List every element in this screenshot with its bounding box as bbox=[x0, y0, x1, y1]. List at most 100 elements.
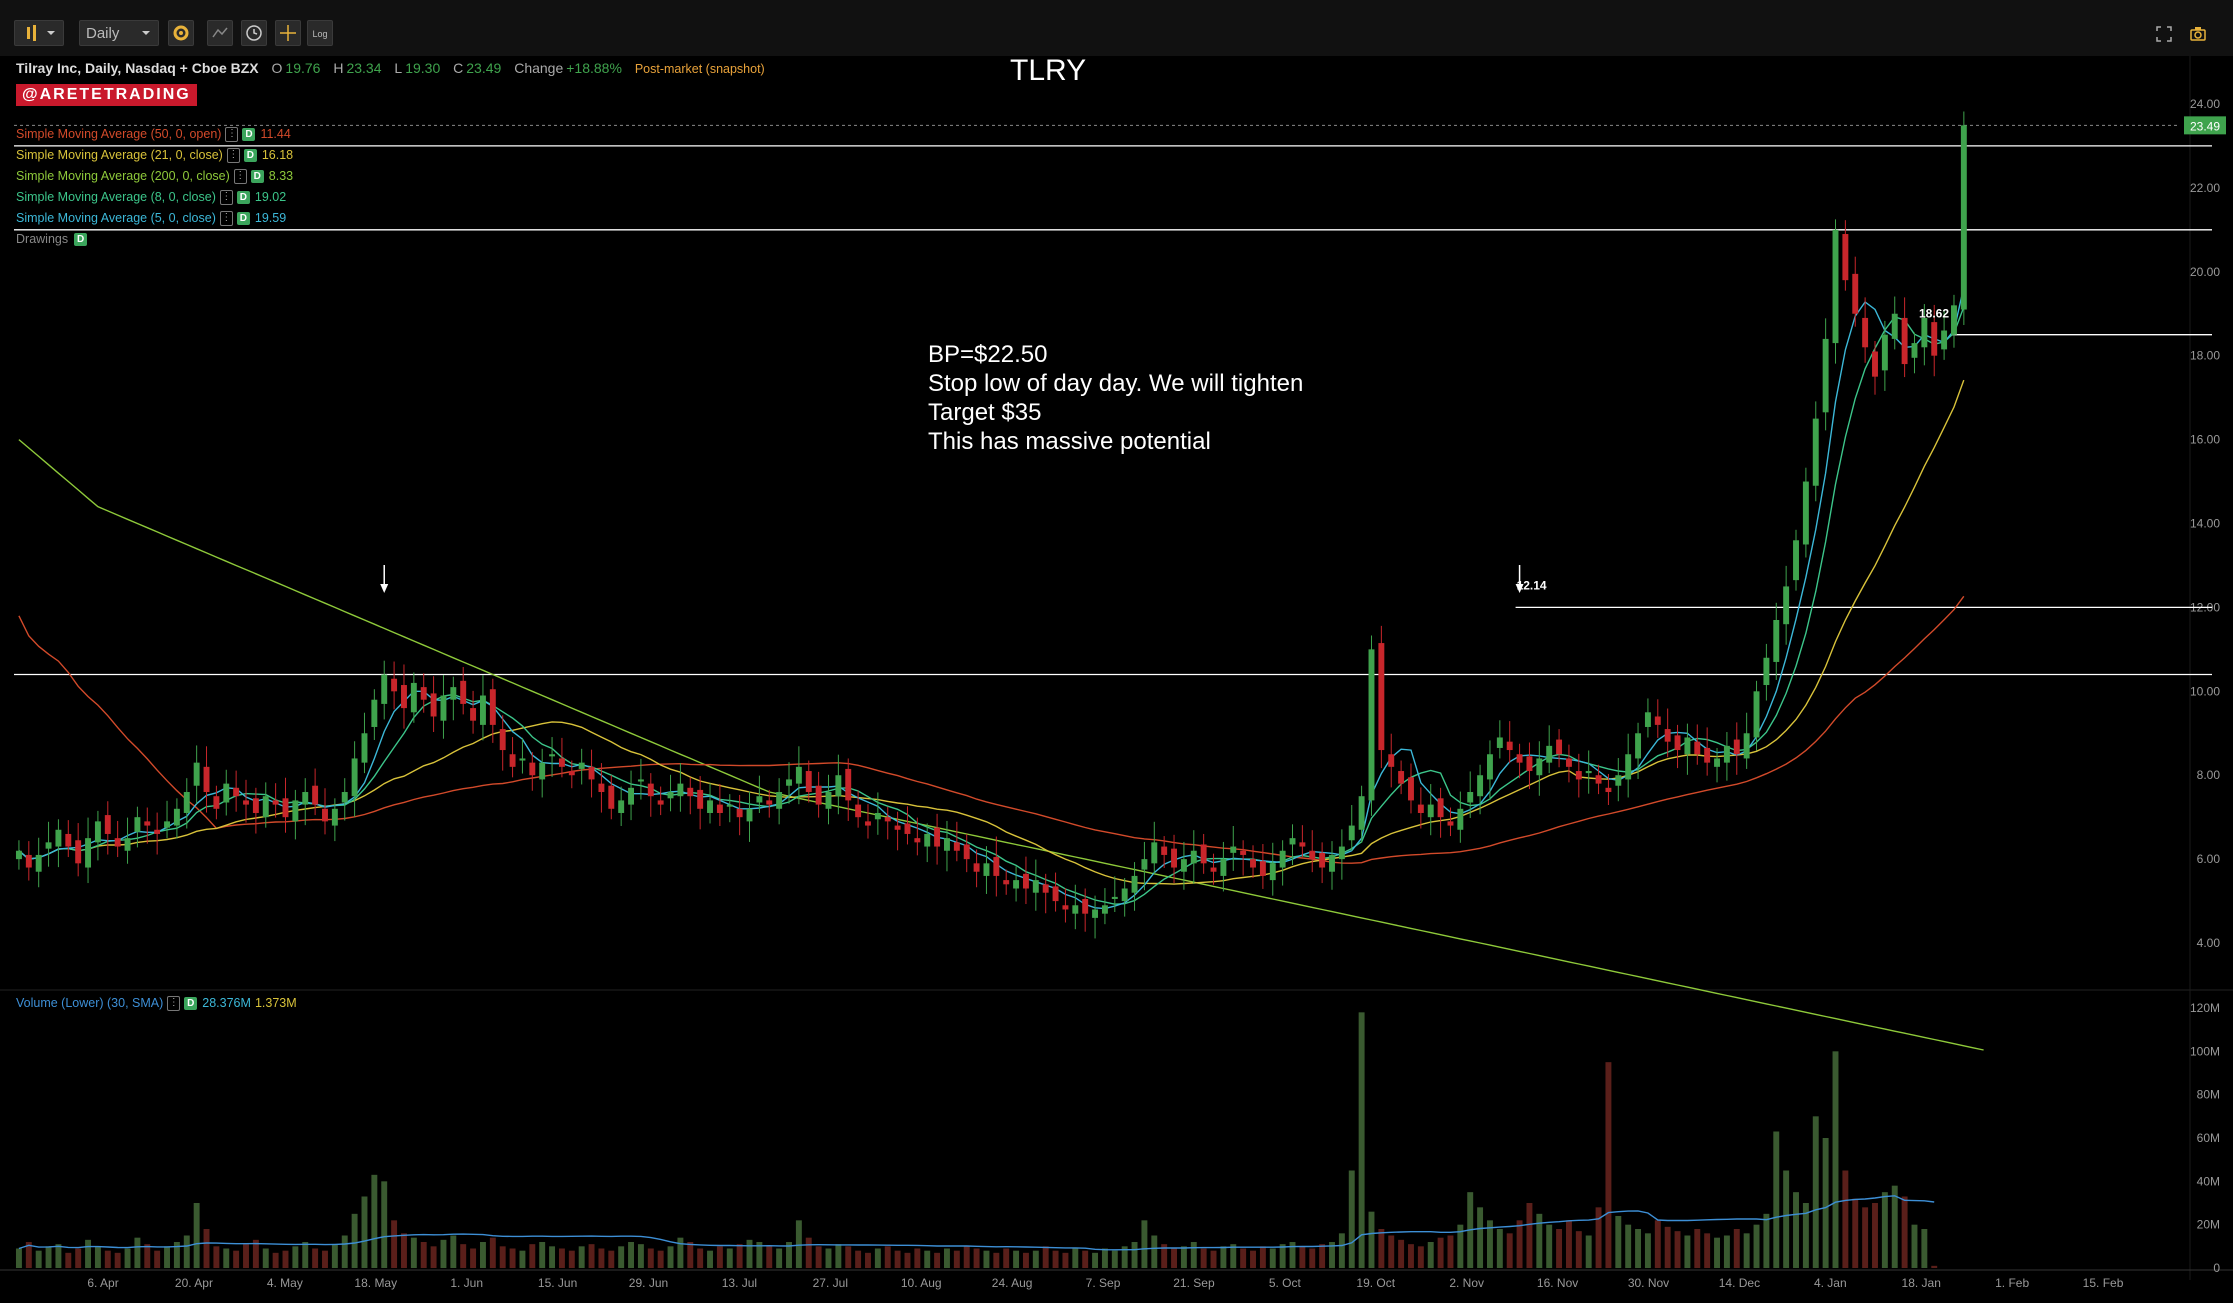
candle bbox=[756, 796, 763, 803]
d-badge[interactable]: D bbox=[236, 191, 250, 205]
study-legend-item[interactable]: Simple Moving Average (21, 0, close) ⋮ D 16… bbox=[16, 147, 293, 164]
study-legend-item[interactable]: Simple Moving Average (200, 0, close) ⋮ D 8… bbox=[16, 168, 293, 185]
more-icon[interactable]: ⋮ bbox=[219, 190, 233, 206]
chart-style-dropdown[interactable] bbox=[14, 20, 64, 46]
volume-bar bbox=[1852, 1198, 1859, 1268]
candle bbox=[519, 758, 526, 761]
candle bbox=[1368, 649, 1375, 801]
camera-icon[interactable] bbox=[2188, 24, 2208, 44]
volume-bar bbox=[233, 1250, 240, 1268]
volume-bar bbox=[707, 1250, 713, 1268]
volume-bar bbox=[835, 1244, 842, 1268]
candle bbox=[509, 754, 516, 767]
volume-tick-label: 20M bbox=[2197, 1218, 2220, 1232]
volume-bar bbox=[618, 1246, 625, 1268]
candle bbox=[233, 787, 240, 797]
level-annotation: 18.62 bbox=[1919, 307, 1949, 321]
study-legend-item[interactable]: Simple Moving Average (8, 0, close) ⋮ D 19.… bbox=[16, 189, 286, 206]
study-label: Drawings bbox=[16, 232, 69, 246]
d-badge[interactable]: D bbox=[236, 212, 250, 226]
candle bbox=[341, 792, 348, 803]
crosshair-button[interactable] bbox=[275, 20, 301, 46]
volume-bar bbox=[1358, 1012, 1365, 1268]
volume-bar bbox=[440, 1239, 447, 1268]
drawings-legend-item[interactable]: Drawings D bbox=[16, 231, 92, 248]
high-label: H bbox=[333, 60, 344, 76]
candle bbox=[647, 783, 654, 797]
candle bbox=[1516, 754, 1523, 763]
candle bbox=[1180, 859, 1187, 872]
indicator-button[interactable] bbox=[207, 20, 233, 46]
volume-bar bbox=[914, 1248, 921, 1268]
candle bbox=[1704, 747, 1711, 763]
candle bbox=[1032, 880, 1039, 893]
volume-bar bbox=[1348, 1170, 1355, 1268]
candle bbox=[1348, 825, 1355, 841]
x-tick-label: 10. Aug bbox=[901, 1276, 942, 1290]
volume-bar bbox=[716, 1246, 723, 1268]
candle bbox=[1358, 796, 1365, 830]
volume-bar bbox=[549, 1246, 556, 1268]
volume-bar bbox=[351, 1213, 358, 1268]
candle bbox=[1250, 859, 1256, 868]
candle bbox=[1822, 338, 1829, 413]
candle bbox=[312, 785, 319, 805]
candle bbox=[262, 796, 269, 818]
low-label: L bbox=[394, 60, 403, 76]
more-icon[interactable]: ⋮ bbox=[225, 127, 239, 143]
volume-bar bbox=[243, 1244, 249, 1268]
volume-bar bbox=[1575, 1231, 1582, 1268]
volume-bar bbox=[75, 1248, 82, 1268]
candle bbox=[1486, 754, 1493, 780]
gear-icon bbox=[173, 25, 189, 41]
candle bbox=[1447, 821, 1454, 826]
time-button[interactable] bbox=[241, 20, 267, 46]
d-badge[interactable]: D bbox=[74, 233, 88, 247]
volume-bar bbox=[677, 1237, 684, 1268]
candle bbox=[628, 787, 635, 805]
more-icon[interactable]: ⋮ bbox=[219, 211, 233, 227]
log-scale-button[interactable]: Log bbox=[307, 20, 333, 46]
candle bbox=[1457, 808, 1464, 830]
volume-bar bbox=[1605, 1062, 1612, 1268]
candle bbox=[568, 771, 575, 776]
settings-button[interactable] bbox=[168, 20, 194, 46]
volume-bar bbox=[479, 1242, 486, 1268]
candle bbox=[1773, 619, 1780, 662]
more-icon[interactable]: ⋮ bbox=[233, 169, 247, 185]
study-legend-item[interactable]: Simple Moving Average (5, 0, close) ⋮ D 19.… bbox=[16, 210, 286, 227]
candle bbox=[272, 800, 279, 805]
volume-bar bbox=[1082, 1250, 1089, 1268]
interval-select[interactable]: Daily bbox=[79, 20, 159, 46]
volume-bar bbox=[1408, 1244, 1414, 1268]
volume-bar bbox=[568, 1250, 575, 1268]
d-badge[interactable]: D bbox=[184, 997, 198, 1011]
study-legend-item[interactable]: Simple Moving Average (50, 0, open) ⋮ D 11.… bbox=[16, 126, 291, 143]
more-icon[interactable]: ⋮ bbox=[226, 148, 240, 164]
candle bbox=[391, 678, 398, 692]
d-badge[interactable]: D bbox=[243, 149, 257, 163]
more-icon[interactable]: ⋮ bbox=[167, 996, 181, 1012]
candle bbox=[1812, 418, 1819, 486]
candle bbox=[1496, 737, 1503, 748]
volume-bar bbox=[815, 1246, 822, 1268]
volume-bar bbox=[420, 1242, 427, 1268]
d-badge[interactable]: D bbox=[250, 170, 264, 184]
volume-bar bbox=[805, 1237, 812, 1268]
candle bbox=[1802, 481, 1809, 545]
candle bbox=[1101, 905, 1108, 914]
fullscreen-icon[interactable] bbox=[2154, 24, 2174, 44]
volume-bar bbox=[331, 1244, 338, 1268]
candle bbox=[904, 823, 911, 834]
candle bbox=[1723, 745, 1730, 763]
x-tick-label: 30. Nov bbox=[1628, 1276, 1669, 1290]
volume-bar bbox=[15, 1248, 22, 1268]
d-badge[interactable]: D bbox=[242, 128, 256, 142]
volume-bar bbox=[1279, 1244, 1286, 1268]
volume-bar bbox=[786, 1242, 792, 1268]
candle bbox=[85, 838, 92, 868]
volume-bar bbox=[489, 1237, 496, 1268]
volume-bar bbox=[1753, 1224, 1760, 1268]
price-tick-label: 24.00 bbox=[2190, 97, 2220, 111]
